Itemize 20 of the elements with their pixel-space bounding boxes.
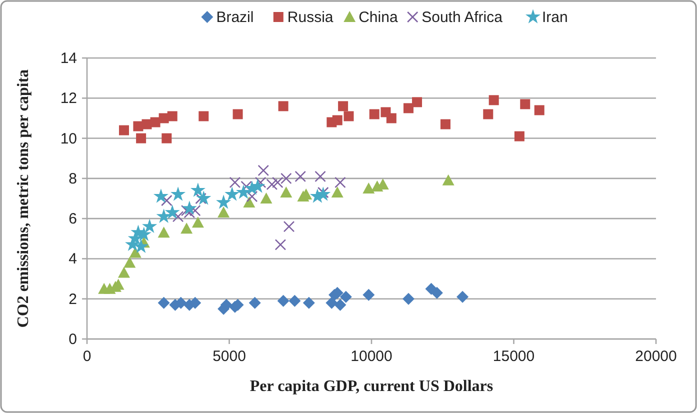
x-tick-label: 20000: [635, 348, 677, 365]
x-tick-label: 10000: [350, 348, 392, 365]
y-tick-label: 14: [60, 50, 77, 67]
legend-label: Iran: [542, 9, 568, 26]
y-tick-label: 6: [68, 210, 77, 228]
y-axis-title: CO2 emissions, metric tons per capita: [15, 69, 32, 328]
x-tick-label: 0: [82, 348, 92, 365]
y-tick-label: 0: [68, 331, 77, 348]
y-tick-label: 12: [60, 90, 77, 108]
legend-label: Russia: [287, 9, 334, 26]
legend-label: South Africa: [422, 9, 504, 26]
y-tick-label: 4: [68, 250, 77, 268]
x-tick-label: 15000: [492, 348, 535, 365]
y-tick-label: 10: [60, 130, 77, 148]
y-tick-label: 8: [68, 170, 77, 188]
x-tick-label: 5000: [212, 348, 246, 365]
legend-label: China: [358, 9, 398, 26]
x-axis-title: Per capita GDP, current US Dollars: [250, 378, 494, 395]
legend-label: Brazil: [216, 9, 254, 26]
y-tick-label: 2: [68, 290, 77, 308]
